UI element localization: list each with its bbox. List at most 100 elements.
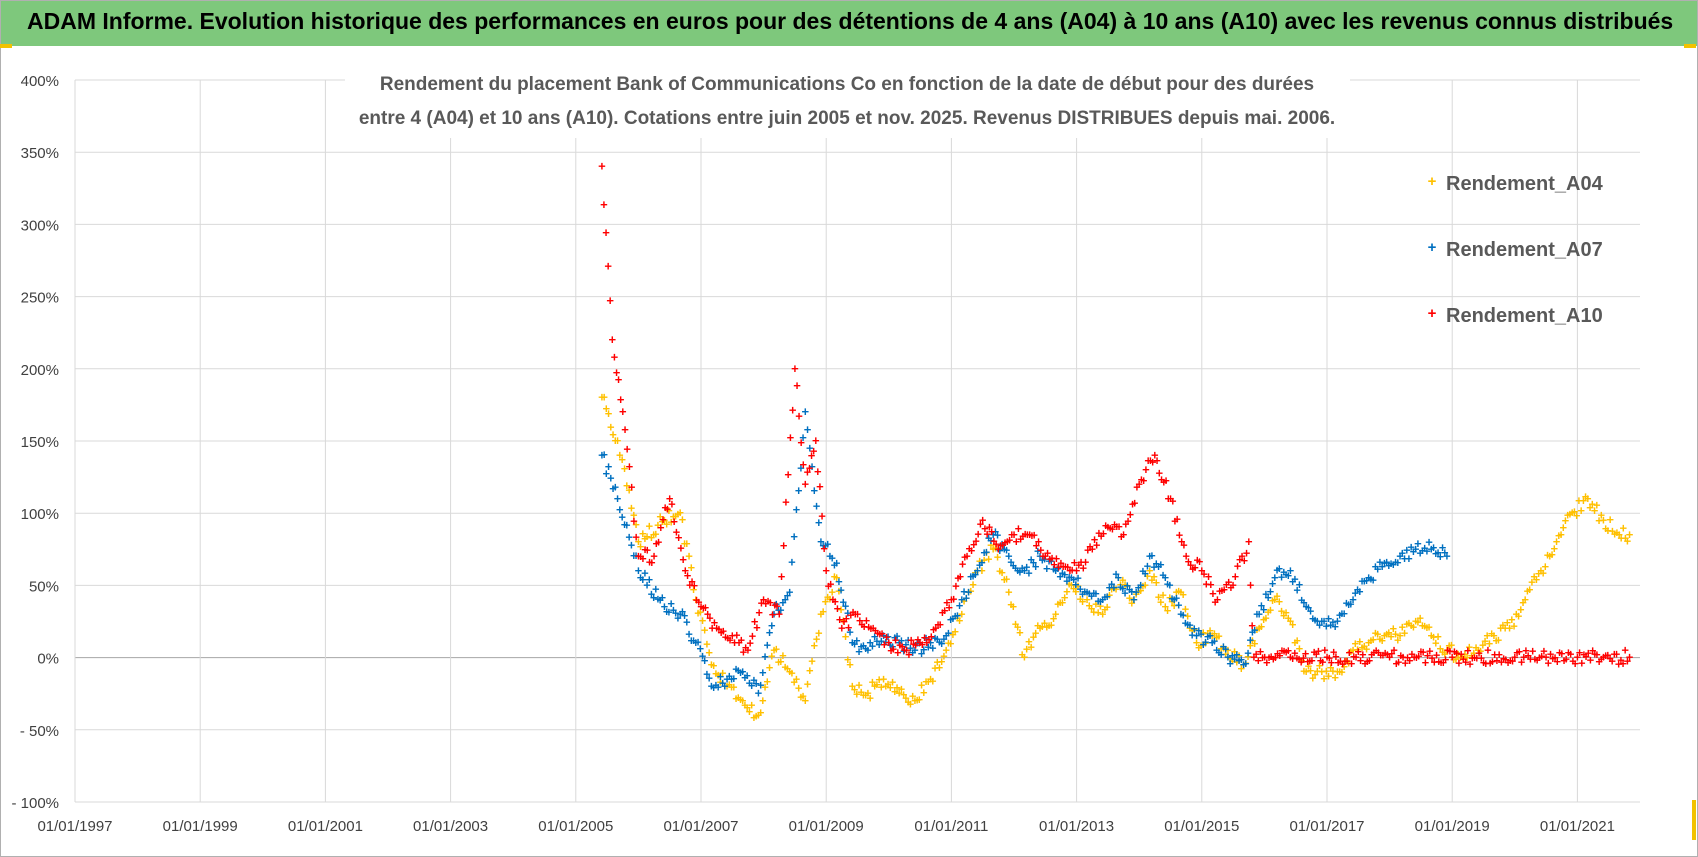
data-point: + [1424,648,1432,663]
data-point: + [699,649,707,664]
data-point: + [1454,646,1462,661]
data-point: + [1472,640,1480,655]
data-point: + [1453,646,1461,661]
data-point: + [1375,645,1383,660]
data-point: + [1562,652,1570,667]
data-point: + [1217,641,1225,656]
data-point: + [1606,651,1614,666]
data-point: + [837,583,845,598]
data-point: + [949,627,957,642]
data-point: + [1408,647,1416,662]
data-point: + [744,642,752,657]
data-point: + [775,655,783,670]
data-point: + [652,582,660,597]
data-point: + [1240,657,1248,672]
x-tick-label: 01/01/2003 [413,818,488,835]
data-point: + [784,588,792,603]
data-point: + [992,537,1000,552]
data-point: + [1439,644,1447,659]
data-point: + [1271,570,1279,585]
data-point: + [1030,528,1038,543]
data-point: + [1097,594,1105,609]
data-point: + [1032,625,1040,640]
data-point: + [1553,534,1561,549]
data-point: + [1170,598,1178,613]
data-point: + [641,542,649,557]
data-point: + [1360,638,1368,653]
data-point: + [1425,535,1433,550]
data-point: + [790,529,798,544]
data-point: + [616,448,624,463]
data-point: + [1258,619,1266,634]
data-point: + [1253,606,1261,621]
data-point: + [1490,628,1498,643]
data-point: + [1045,553,1053,568]
data-point: + [644,543,652,558]
data-point: + [1146,563,1154,578]
data-point: + [1393,656,1401,671]
data-point: + [1106,580,1114,595]
data-point: + [844,652,852,667]
data-point: + [1225,574,1233,589]
data-point: + [836,612,844,627]
legend: + Rendement_A04 + Rendement_A07 + Rendement_A… [1428,173,1604,327]
data-point: + [1062,559,1070,574]
data-point: + [726,677,734,692]
data-point: + [1016,565,1024,580]
data-point: + [977,516,985,531]
data-point: + [1176,528,1184,543]
data-point: + [883,630,891,645]
data-point: + [1084,542,1092,557]
data-point: + [1007,597,1015,612]
data-point: + [1003,534,1011,549]
data-point: + [1229,577,1237,592]
data-point: + [1260,602,1268,617]
data-point: + [1112,582,1120,597]
data-point: + [1390,621,1398,636]
data-point: + [815,625,823,640]
data-point: + [998,565,1006,580]
data-point: + [810,483,818,498]
x-tick-label: 01/01/1999 [163,818,238,835]
data-point: + [1097,598,1105,613]
data-point: + [1365,570,1373,585]
data-point: + [853,687,861,702]
data-point: + [1132,585,1140,600]
data-point: + [623,478,631,493]
data-point: + [1130,592,1138,607]
data-point: + [1074,578,1082,593]
data-point: + [750,673,758,688]
data-point: + [1149,454,1157,469]
data-point: + [1227,580,1235,595]
data-point: + [799,430,807,445]
data-point: + [1135,476,1143,491]
data-point: + [734,690,742,705]
x-tick-label: 01/01/2001 [288,818,363,835]
data-point: + [602,225,610,240]
data-point: + [1316,618,1324,633]
data-point: + [1459,650,1467,665]
data-point: + [1161,570,1169,585]
data-point: + [1410,650,1418,665]
data-point: + [760,592,768,607]
data-point: + [945,626,953,641]
data-point: + [1580,647,1588,662]
data-point: + [1322,619,1330,634]
data-point: + [980,553,988,568]
data-point: + [1021,526,1029,541]
data-point: + [603,401,611,416]
data-point: + [1401,551,1409,566]
data-point: + [714,668,722,683]
data-point: + [632,529,640,544]
data-point: + [1366,653,1374,668]
data-point: + [826,592,834,607]
data-point: + [1036,621,1044,636]
data-point: + [1052,606,1060,621]
data-point: + [942,642,950,657]
data-point: + [1070,581,1078,596]
data-point: + [822,594,830,609]
data-point: + [609,332,617,347]
data-point: + [999,537,1007,552]
data-point: + [1194,553,1202,568]
data-point: + [1071,555,1079,570]
